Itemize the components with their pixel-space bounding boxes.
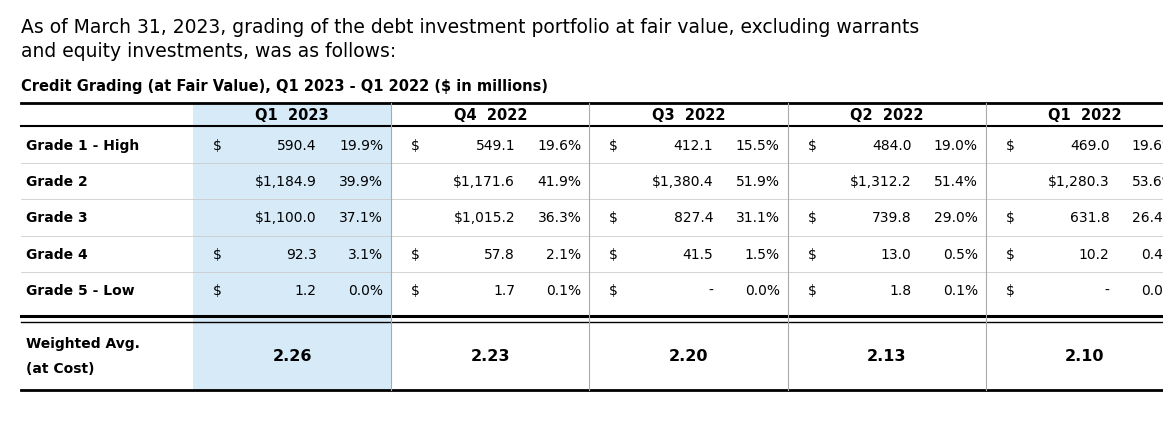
Text: 39.9%: 39.9% — [340, 175, 384, 188]
Text: 41.5: 41.5 — [683, 247, 713, 261]
Text: $: $ — [807, 247, 816, 261]
Text: Grade 1 - High: Grade 1 - High — [26, 138, 138, 152]
Text: (at Cost): (at Cost) — [26, 361, 94, 375]
Text: 1.7: 1.7 — [493, 284, 515, 297]
Text: $: $ — [609, 284, 618, 297]
Text: 2.26: 2.26 — [272, 348, 312, 364]
Text: 51.9%: 51.9% — [736, 175, 779, 188]
Text: $: $ — [609, 138, 618, 152]
Text: $1,312.2: $1,312.2 — [850, 175, 912, 188]
Text: 0.0%: 0.0% — [348, 284, 384, 297]
Text: 2.1%: 2.1% — [547, 247, 582, 261]
Text: Grade 3: Grade 3 — [26, 211, 87, 225]
Text: $: $ — [1006, 247, 1014, 261]
Text: 1.2: 1.2 — [295, 284, 316, 297]
Text: 0.0%: 0.0% — [744, 284, 779, 297]
Text: 0.1%: 0.1% — [943, 284, 978, 297]
Text: 484.0: 484.0 — [872, 138, 912, 152]
Text: $: $ — [1006, 138, 1014, 152]
Text: 37.1%: 37.1% — [340, 211, 384, 225]
Text: 2.13: 2.13 — [866, 348, 906, 364]
Text: $: $ — [411, 138, 420, 152]
Text: Weighted Avg.: Weighted Avg. — [26, 337, 140, 350]
Text: $: $ — [1006, 284, 1014, 297]
Text: $1,100.0: $1,100.0 — [256, 211, 316, 225]
Text: $: $ — [807, 138, 816, 152]
Text: $: $ — [213, 284, 222, 297]
Text: Grade 5 - Low: Grade 5 - Low — [26, 284, 134, 297]
Text: 2.20: 2.20 — [669, 348, 708, 364]
Text: 57.8: 57.8 — [484, 247, 515, 261]
Text: 92.3: 92.3 — [286, 247, 316, 261]
Text: 590.4: 590.4 — [278, 138, 316, 152]
Text: 31.1%: 31.1% — [736, 211, 779, 225]
Text: 19.6%: 19.6% — [1132, 138, 1163, 152]
Text: Q3  2022: Q3 2022 — [651, 108, 726, 123]
Text: 412.1: 412.1 — [673, 138, 713, 152]
Text: 1.5%: 1.5% — [744, 247, 779, 261]
Text: $1,184.9: $1,184.9 — [255, 175, 316, 188]
Text: Credit Grading (at Fair Value), Q1 2023 - Q1 2022 ($ in millions): Credit Grading (at Fair Value), Q1 2023 … — [21, 79, 548, 94]
Text: $: $ — [411, 284, 420, 297]
Text: Q4  2022: Q4 2022 — [454, 108, 527, 123]
Text: 53.6%: 53.6% — [1132, 175, 1163, 188]
Text: 0.0%: 0.0% — [1141, 284, 1163, 297]
Text: $: $ — [807, 211, 816, 225]
Bar — [193, 104, 391, 390]
Text: 29.0%: 29.0% — [934, 211, 978, 225]
Text: 739.8: 739.8 — [872, 211, 912, 225]
Text: 36.3%: 36.3% — [537, 211, 582, 225]
Text: 19.0%: 19.0% — [934, 138, 978, 152]
Text: Q2  2022: Q2 2022 — [850, 108, 923, 123]
Text: 10.2: 10.2 — [1079, 247, 1110, 261]
Text: 15.5%: 15.5% — [736, 138, 779, 152]
Text: As of March 31, 2023, grading of the debt investment portfolio at fair value, ex: As of March 31, 2023, grading of the deb… — [21, 18, 919, 37]
Text: 2.10: 2.10 — [1065, 348, 1105, 364]
Text: Q1  2023: Q1 2023 — [256, 108, 329, 123]
Text: 1.8: 1.8 — [890, 284, 912, 297]
Text: 51.4%: 51.4% — [934, 175, 978, 188]
Text: 631.8: 631.8 — [1070, 211, 1110, 225]
Text: 0.4%: 0.4% — [1141, 247, 1163, 261]
Text: Q1  2022: Q1 2022 — [1048, 108, 1121, 123]
Text: 19.6%: 19.6% — [537, 138, 582, 152]
Text: 0.5%: 0.5% — [943, 247, 978, 261]
Text: $: $ — [807, 284, 816, 297]
Text: $: $ — [609, 211, 618, 225]
Text: 469.0: 469.0 — [1070, 138, 1110, 152]
Text: -: - — [708, 284, 713, 297]
Text: 549.1: 549.1 — [476, 138, 515, 152]
Text: Grade 2: Grade 2 — [26, 175, 87, 188]
Text: 3.1%: 3.1% — [348, 247, 384, 261]
Text: -: - — [1105, 284, 1110, 297]
Text: 13.0: 13.0 — [880, 247, 912, 261]
Text: 19.9%: 19.9% — [340, 138, 384, 152]
Text: and equity investments, was as follows:: and equity investments, was as follows: — [21, 42, 397, 60]
Text: $: $ — [609, 247, 618, 261]
Text: 0.1%: 0.1% — [547, 284, 582, 297]
Text: 827.4: 827.4 — [673, 211, 713, 225]
Text: $1,171.6: $1,171.6 — [454, 175, 515, 188]
Text: $: $ — [213, 247, 222, 261]
Text: 41.9%: 41.9% — [537, 175, 582, 188]
Text: Grade 4: Grade 4 — [26, 247, 87, 261]
Text: $: $ — [411, 247, 420, 261]
Text: 2.23: 2.23 — [471, 348, 511, 364]
Text: $: $ — [213, 138, 222, 152]
Text: 26.4%: 26.4% — [1132, 211, 1163, 225]
Text: $1,280.3: $1,280.3 — [1048, 175, 1110, 188]
Text: $1,015.2: $1,015.2 — [454, 211, 515, 225]
Text: $1,380.4: $1,380.4 — [651, 175, 713, 188]
Text: $: $ — [1006, 211, 1014, 225]
